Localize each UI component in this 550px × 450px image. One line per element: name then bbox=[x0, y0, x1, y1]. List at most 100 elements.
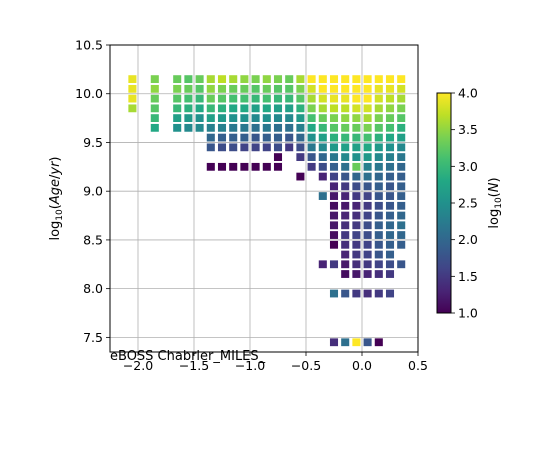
heatmap-cell bbox=[150, 123, 159, 132]
heatmap-cell bbox=[363, 104, 372, 113]
heatmap-cell bbox=[329, 133, 339, 142]
x-tick-label: −0.5 bbox=[291, 358, 321, 373]
heatmap-cell bbox=[296, 94, 305, 103]
heatmap-cell bbox=[128, 75, 137, 84]
heatmap-cell bbox=[374, 114, 383, 122]
heatmap-cell bbox=[206, 123, 215, 132]
heatmap-cell bbox=[352, 201, 361, 210]
heatmap-cell bbox=[374, 153, 383, 161]
heatmap-cell bbox=[318, 94, 327, 103]
heatmap-cell bbox=[150, 114, 159, 122]
heatmap-cell bbox=[329, 162, 339, 171]
heatmap-cell bbox=[206, 94, 215, 103]
heatmap-cell bbox=[363, 338, 372, 347]
heatmap-cell bbox=[363, 211, 372, 220]
heatmap-cell bbox=[329, 172, 339, 181]
heatmap-cell bbox=[217, 123, 227, 132]
heatmap-cell bbox=[285, 114, 294, 122]
heatmap-cell bbox=[341, 192, 350, 200]
heatmap-cell bbox=[341, 201, 350, 210]
heatmap-cell bbox=[385, 231, 395, 239]
heatmap-cell bbox=[374, 211, 383, 220]
heatmap-cell bbox=[397, 104, 406, 113]
heatmap-cell bbox=[217, 94, 227, 103]
heatmap-cell bbox=[385, 153, 395, 161]
heatmap-cells bbox=[128, 75, 406, 347]
heatmap-cell bbox=[363, 192, 372, 200]
heatmap-cell bbox=[341, 270, 350, 278]
heatmap-cell bbox=[397, 153, 406, 161]
heatmap-cell bbox=[329, 94, 339, 103]
heatmap-cell bbox=[229, 94, 238, 103]
heatmap-cell bbox=[206, 104, 215, 113]
heatmap-cell bbox=[229, 123, 238, 132]
heatmap-cell bbox=[341, 250, 350, 259]
heatmap-cell bbox=[363, 84, 372, 93]
heatmap-cell bbox=[374, 172, 383, 181]
heatmap-cell bbox=[262, 75, 271, 84]
heatmap-cell bbox=[352, 84, 361, 93]
colorbar-tick-label: 1.5 bbox=[458, 269, 478, 284]
heatmap-cell bbox=[229, 162, 238, 171]
y-tick-label: 10.5 bbox=[75, 38, 103, 53]
heatmap-cell bbox=[363, 153, 372, 161]
heatmap-cell bbox=[341, 143, 350, 152]
heatmap-cell bbox=[329, 338, 339, 347]
heatmap-cell bbox=[385, 133, 395, 142]
heatmap-cell bbox=[374, 143, 383, 152]
heatmap-cell bbox=[251, 75, 260, 84]
heatmap-cell bbox=[195, 104, 204, 113]
heatmap-cell bbox=[229, 114, 238, 122]
plot-frame bbox=[109, 44, 419, 353]
heatmap-cell bbox=[307, 114, 316, 122]
heatmap-cell bbox=[240, 75, 249, 84]
heatmap-cell bbox=[352, 289, 361, 298]
annotation-text: eBOSS Chabrier_MILES_ bbox=[110, 349, 266, 364]
heatmap-cell bbox=[341, 94, 350, 103]
heatmap-cell bbox=[307, 84, 316, 93]
heatmap-cell bbox=[397, 240, 406, 249]
heatmap-cell bbox=[285, 84, 294, 93]
heatmap-cell bbox=[352, 231, 361, 239]
heatmap-cell bbox=[341, 114, 350, 122]
heatmap-cell bbox=[273, 162, 283, 171]
heatmap-cell bbox=[229, 84, 238, 93]
heatmap-cell bbox=[374, 133, 383, 142]
heatmap-cell bbox=[318, 104, 327, 113]
heatmap-cell bbox=[329, 143, 339, 152]
heatmap-cell bbox=[307, 143, 316, 152]
heatmap-cell bbox=[385, 104, 395, 113]
heatmap-cell bbox=[397, 172, 406, 181]
x-tick-label: −2.0 bbox=[123, 358, 153, 373]
heatmap-cell bbox=[262, 133, 271, 142]
x-tick-label: −1.5 bbox=[179, 358, 209, 373]
heatmap-cell bbox=[341, 123, 350, 132]
heatmap-cell bbox=[229, 143, 238, 152]
x-tick-label: 0.5 bbox=[408, 358, 428, 373]
heatmap-cell bbox=[150, 75, 159, 84]
heatmap-cell bbox=[240, 123, 249, 132]
heatmap-cell bbox=[329, 84, 339, 93]
heatmap-cell bbox=[262, 84, 271, 93]
heatmap-cell bbox=[307, 123, 316, 132]
heatmap-cell bbox=[385, 182, 395, 191]
heatmap-cell bbox=[341, 231, 350, 239]
heatmap-cell bbox=[184, 114, 193, 122]
heatmap-cell bbox=[341, 75, 350, 84]
heatmap-cell bbox=[329, 231, 339, 239]
heatmap-cell bbox=[352, 192, 361, 200]
heatmap-cell bbox=[374, 270, 383, 278]
heatmap-cell bbox=[352, 211, 361, 220]
heatmap-cell bbox=[397, 123, 406, 132]
heatmap-cell bbox=[128, 84, 137, 93]
heatmap-cell bbox=[206, 162, 215, 171]
heatmap-cell bbox=[273, 84, 283, 93]
heatmap-cell bbox=[397, 201, 406, 210]
heatmap-cell bbox=[352, 114, 361, 122]
heatmap-cell bbox=[318, 75, 327, 84]
heatmap-cell bbox=[318, 192, 327, 200]
heatmap-cell bbox=[385, 192, 395, 200]
heatmap-cell bbox=[385, 75, 395, 84]
heatmap-cell bbox=[296, 143, 305, 152]
heatmap-cell bbox=[195, 114, 204, 122]
